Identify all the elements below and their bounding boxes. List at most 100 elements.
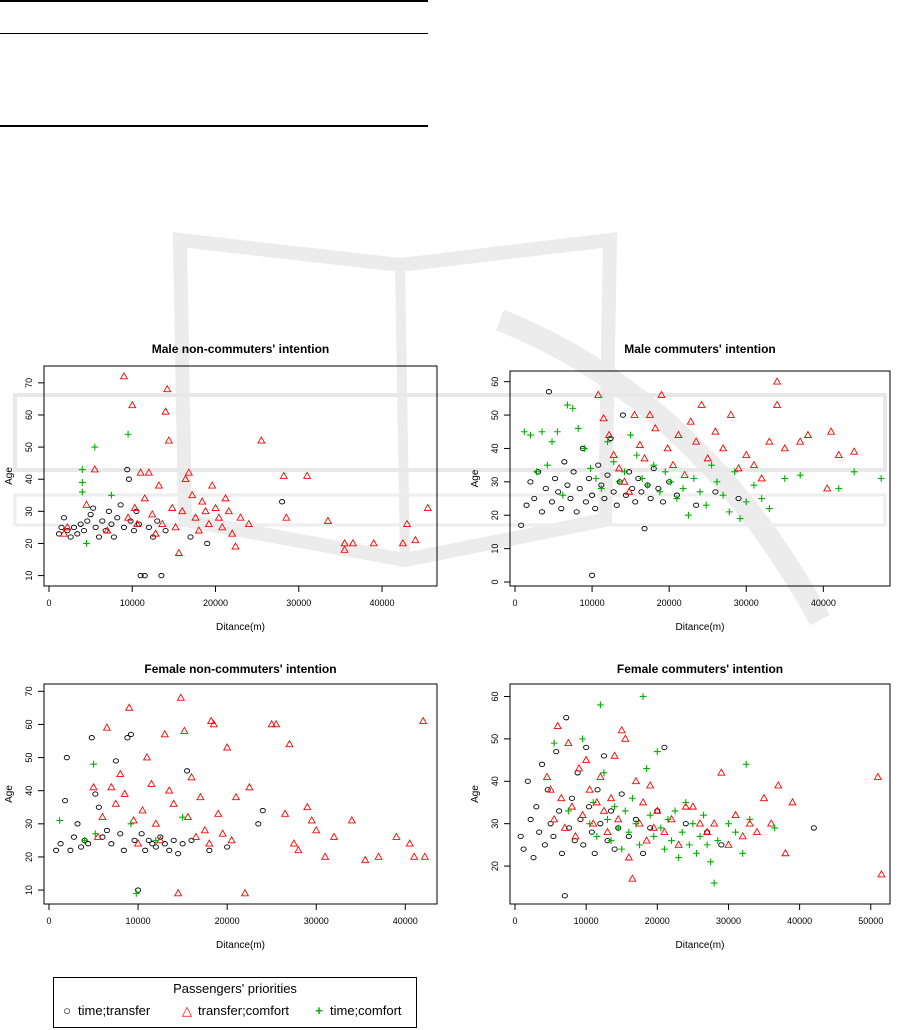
point-time-transfer [735, 495, 742, 502]
point-time-comfort [696, 833, 704, 840]
point-time-transfer [608, 808, 615, 814]
point-time-comfort [579, 735, 586, 743]
point-transfer-comfort [697, 400, 706, 408]
point-time-comfort [696, 488, 704, 496]
point-time-transfer [552, 475, 559, 482]
point-transfer-comfort [631, 776, 641, 785]
point-transfer-comfort [161, 407, 170, 415]
point-time-transfer [573, 509, 580, 515]
point-time-transfer [117, 831, 124, 837]
point-transfer-comfort [102, 723, 112, 731]
point-time-comfort [78, 466, 86, 473]
point-time-transfer [108, 521, 115, 527]
point-transfer-comfort [59, 529, 69, 537]
point-transfer-comfort [201, 506, 210, 515]
point-transfer-comfort [218, 829, 227, 837]
point-time-transfer [583, 744, 590, 751]
point-time-comfort [646, 811, 654, 819]
point-time-transfer [542, 485, 549, 492]
point-transfer-comfort [103, 526, 112, 534]
y-tick-label: 10 [24, 885, 34, 895]
point-transfer-comfort [123, 513, 133, 521]
point-time-transfer [166, 847, 173, 853]
point-transfer-comfort [759, 793, 769, 802]
point-time-transfer [170, 837, 177, 844]
x-tick-label: 20000 [203, 598, 228, 608]
point-time-transfer [618, 791, 625, 797]
x-tick-label: 10000 [126, 916, 151, 926]
point-transfer-comfort [592, 797, 601, 806]
point-time-transfer [638, 489, 645, 495]
point-time-transfer [157, 834, 164, 840]
point-time-comfort [710, 879, 718, 887]
point-time-comfort [682, 799, 690, 806]
x-tick-label: 40000 [787, 916, 812, 926]
point-transfer-comfort [93, 832, 103, 840]
point-transfer-comfort [164, 436, 174, 444]
point-transfer-comfort [174, 548, 184, 556]
point-time-transfer [558, 505, 565, 512]
point-time-comfort [689, 820, 697, 828]
point-time-comfort [690, 475, 698, 482]
point-time-comfort [569, 404, 577, 412]
point-transfer-comfort [221, 493, 230, 502]
point-time-comfort [702, 501, 710, 509]
point-transfer-comfort [138, 806, 147, 814]
point-transfer-comfort [348, 538, 358, 547]
point-time-transfer [582, 499, 589, 505]
point-time-transfer [161, 841, 168, 847]
x-tick-label: 20000 [215, 916, 240, 926]
point-transfer-comfort [116, 769, 125, 777]
point-time-transfer [541, 842, 548, 848]
point-transfer-comfort [130, 503, 139, 511]
point-time-transfer [545, 389, 552, 395]
point-time-comfort [179, 813, 187, 821]
point-time-comfort [719, 491, 727, 499]
point-transfer-comfort [361, 855, 370, 864]
point-time-comfort [604, 816, 611, 823]
point-transfer-comfort [803, 430, 813, 438]
point-transfer-comfort [734, 463, 743, 472]
point-time-transfer [154, 518, 161, 524]
point-time-transfer [84, 518, 91, 524]
point-transfer-comfort [282, 513, 291, 521]
point-transfer-comfort [653, 806, 662, 814]
point-time-comfort [661, 845, 668, 853]
point-transfer-comfort [194, 526, 204, 534]
x-tick-label: 10000 [580, 598, 605, 608]
point-transfer-comfort [171, 522, 180, 531]
point-time-transfer [550, 833, 557, 840]
point-transfer-comfort [610, 751, 619, 759]
point-time-transfer [647, 495, 654, 502]
point-transfer-comfort [312, 825, 321, 834]
point-time-transfer [563, 715, 570, 721]
point-time-transfer [105, 508, 112, 514]
point-time-transfer [135, 887, 142, 893]
point-time-transfer [619, 412, 626, 418]
point-transfer-comfort [289, 839, 299, 847]
legend-item-time-comfort: + time;comfort [312, 1003, 401, 1018]
x-tick-label: 30000 [286, 598, 311, 608]
y-axis-label: Age [4, 785, 15, 803]
point-time-transfer [517, 833, 524, 840]
point-transfer-comfort [392, 832, 401, 840]
point-time-transfer [77, 521, 84, 527]
point-time-transfer [152, 844, 159, 850]
point-time-transfer [589, 572, 596, 578]
point-transfer-comfort [228, 529, 237, 537]
point-time-comfort [611, 803, 619, 811]
legend-label: time;transfer [78, 1003, 151, 1018]
point-transfer-comfort [124, 703, 134, 711]
point-time-transfer [124, 735, 131, 741]
point-time-transfer [553, 748, 560, 755]
figure-panel-grid: Male non-commuters' intention Ditance(m) A… [4, 342, 891, 951]
point-time-transfer [206, 847, 213, 853]
point-transfer-comfort [766, 819, 776, 827]
point-time-transfer [137, 572, 144, 579]
point-transfer-comfort [420, 852, 430, 860]
point-time-transfer [58, 524, 65, 531]
point-transfer-comfort [660, 827, 669, 836]
point-time-transfer [131, 837, 138, 844]
point-transfer-comfort [599, 413, 608, 422]
point-time-transfer [585, 804, 593, 810]
